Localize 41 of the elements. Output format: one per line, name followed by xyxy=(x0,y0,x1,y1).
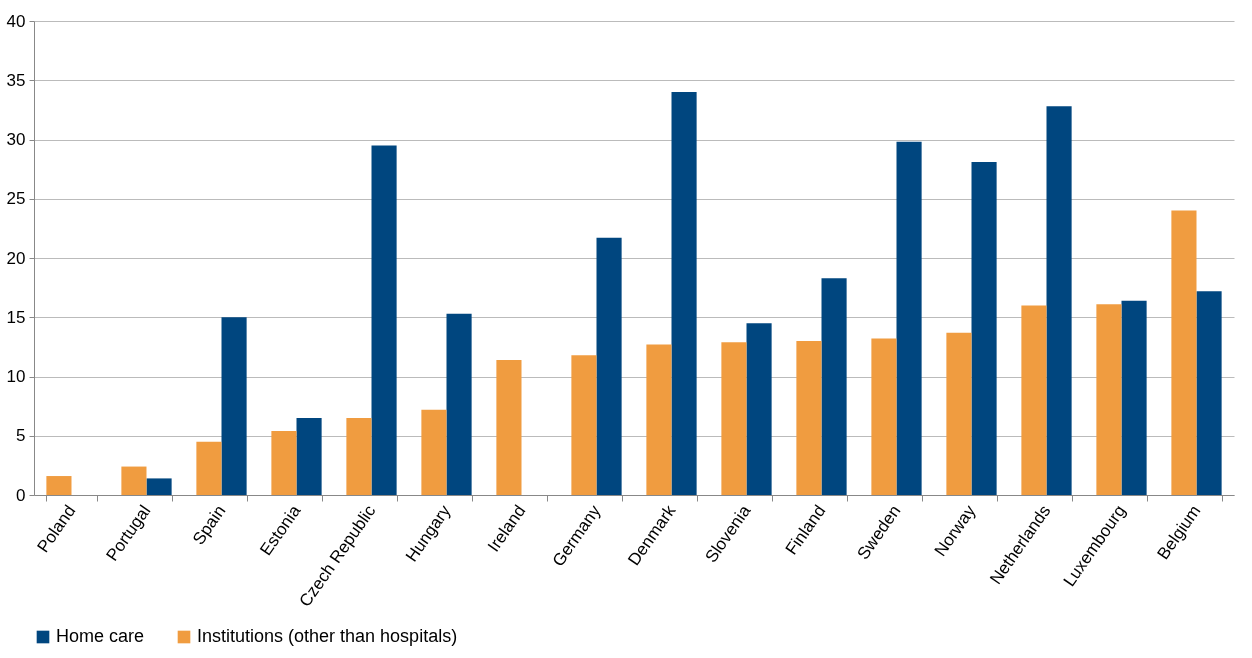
bar xyxy=(421,409,447,495)
bar xyxy=(721,342,747,495)
bar xyxy=(871,338,897,495)
bar xyxy=(121,466,147,495)
bar xyxy=(1171,210,1197,495)
bar xyxy=(371,145,397,495)
legend-label: Institutions (other than hospitals) xyxy=(197,626,458,646)
bar xyxy=(971,162,997,495)
bar xyxy=(1121,300,1147,495)
bar xyxy=(1046,106,1072,495)
bar xyxy=(146,478,172,495)
bar xyxy=(296,417,322,495)
y-tick-label: 0 xyxy=(16,485,26,505)
legend-label: Home care xyxy=(56,626,145,646)
y-tick-label: 40 xyxy=(6,11,26,31)
bar xyxy=(646,344,672,495)
bar xyxy=(196,441,222,495)
bar xyxy=(221,317,247,495)
bar xyxy=(571,355,597,495)
y-tick-label: 25 xyxy=(6,189,26,209)
y-tick-label: 35 xyxy=(6,70,26,90)
bar xyxy=(896,141,922,495)
bar xyxy=(821,278,847,495)
bar xyxy=(496,359,522,495)
bar xyxy=(346,417,372,495)
bar xyxy=(596,237,622,495)
bar xyxy=(1196,291,1222,495)
bar xyxy=(746,323,772,495)
bar xyxy=(1096,304,1122,495)
y-tick-label: 5 xyxy=(16,426,26,446)
y-tick-label: 20 xyxy=(6,248,26,268)
y-tick-label: 15 xyxy=(6,307,26,327)
bar xyxy=(671,92,697,495)
bar xyxy=(946,332,972,495)
bar xyxy=(271,431,297,495)
bar xyxy=(796,340,822,495)
bar xyxy=(446,313,472,495)
y-tick-label: 30 xyxy=(6,130,26,149)
y-tick-label: 10 xyxy=(6,367,26,386)
bar xyxy=(1021,305,1047,495)
bar xyxy=(46,476,72,495)
